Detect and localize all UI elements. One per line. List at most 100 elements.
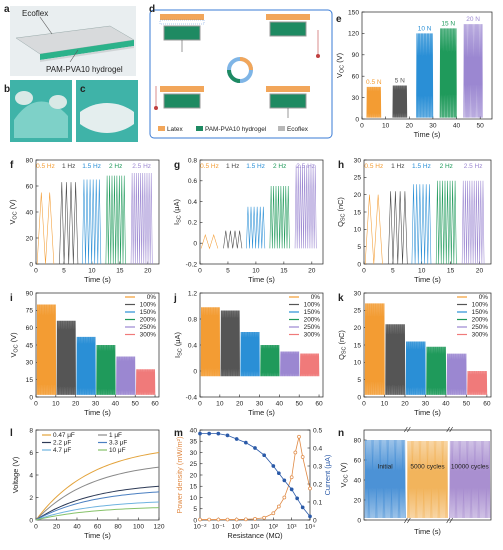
j-series-1 xyxy=(220,310,240,377)
k-xlabel: Time (s) xyxy=(414,408,441,417)
n-axis-break xyxy=(404,426,411,433)
k-ytick-label: 20 xyxy=(354,325,362,332)
k-ytick-label: 5 xyxy=(357,377,361,384)
g-segment-label: 2 Hz xyxy=(273,163,286,170)
h-segment-label: 1 Hz xyxy=(391,163,404,170)
l-series-1 xyxy=(35,466,160,521)
f-segment-label: 2.5 Hz xyxy=(132,163,151,170)
g-ytick-label: 0.8 xyxy=(188,157,197,164)
e-xtick-label: 40 xyxy=(453,123,461,130)
legend-latex-swatch xyxy=(158,126,165,131)
l-xtick-label: 60 xyxy=(94,524,102,531)
m-power-line xyxy=(200,436,311,520)
e-segment-label: 5 N xyxy=(395,77,405,84)
m-xtick-label: 10⁻¹ xyxy=(212,524,226,531)
k-xtick-label: 40 xyxy=(442,401,450,408)
j-legend-label: 300% xyxy=(304,332,321,339)
m-current-point xyxy=(289,487,294,492)
cycle-diagram xyxy=(227,57,253,83)
i-xlabel: Time (s) xyxy=(84,408,111,417)
f-xtick-label: 10 xyxy=(88,268,96,275)
h-ytick-label: 25 xyxy=(354,175,362,182)
panel-h: h 0 5 10 15 20 25 30 0 5 10 15 20 Time (s) QSC (nC) 0.5… xyxy=(336,157,492,284)
f-segment-label: 1.5 Hz xyxy=(82,163,101,170)
m-ytick-label: 0 xyxy=(313,517,317,524)
g-ylabel: ISC (μA) xyxy=(172,199,183,225)
j-ylabel: ISC (μA) xyxy=(173,332,184,358)
e-xtick-label: 50 xyxy=(477,123,485,130)
m-ytick-label: 15 xyxy=(190,484,198,491)
hydrogel-label: PAM-PVA10 hydrogel xyxy=(46,65,123,74)
n-series-2 xyxy=(449,440,491,519)
m-current-point xyxy=(295,496,300,501)
m-power-point xyxy=(243,517,248,522)
m-ytick-label: 0.5 xyxy=(313,427,322,434)
m-ytick-label: 35 xyxy=(190,439,198,446)
l-xtick-label: 100 xyxy=(133,524,144,531)
m-current-point xyxy=(243,440,248,445)
n-segment-label: 5000 cycles xyxy=(410,464,445,471)
m-ytick-label: 20 xyxy=(190,472,198,479)
e-ytick-label: 30 xyxy=(352,95,360,102)
n-series-0 xyxy=(364,439,406,519)
n-axis-break xyxy=(446,426,453,433)
panel-h-letter: h xyxy=(338,160,344,171)
j-xlabel: Time (s) xyxy=(248,408,275,417)
k-series-3 xyxy=(426,346,447,395)
n-segment-label: 10000 cycles xyxy=(451,464,490,471)
m-ytick-label: 30 xyxy=(190,450,198,457)
i-ytick-label: 75 xyxy=(26,308,34,315)
panel-b-letter: b xyxy=(4,84,10,95)
k-series-4 xyxy=(446,353,467,395)
i-series-2 xyxy=(76,336,96,395)
e-xtick-label: 30 xyxy=(429,123,437,130)
i-xtick-label: 30 xyxy=(92,401,100,408)
g-xlabel: Time (s) xyxy=(248,275,275,284)
i-series-3 xyxy=(96,344,116,395)
k-legend-label: 100% xyxy=(472,302,489,309)
panel-m-letter: m xyxy=(174,428,183,439)
panel-i: i 0 15 30 45 60 75 90 0 10 20 30 40 50 60 Time (s) VOC (… xyxy=(9,290,160,417)
h-xtick-label: 20 xyxy=(476,268,484,275)
e-ytick-label: 0 xyxy=(355,116,359,123)
l-xtick-label: 40 xyxy=(73,524,81,531)
e-series-0 xyxy=(366,86,382,118)
m-power-point xyxy=(216,517,221,522)
f-series-2 xyxy=(82,179,102,265)
panel-k-letter: k xyxy=(338,293,344,304)
ecoflex-bottom-layer xyxy=(40,46,134,62)
m-ytick-label: 0.3 xyxy=(313,463,322,470)
g-xtick-label: 15 xyxy=(280,268,288,275)
i-series-0 xyxy=(36,304,57,395)
l-xtick-label: 0 xyxy=(34,524,38,531)
i-series-5 xyxy=(135,369,156,395)
ecoflex-pointer xyxy=(39,16,53,35)
m-power-point xyxy=(253,517,257,521)
m-current-point xyxy=(225,433,230,438)
h-series-1 xyxy=(387,191,408,265)
f-ytick-label: 60 xyxy=(26,183,34,190)
h-xtick-label: 5 xyxy=(391,268,395,275)
cell-2 xyxy=(266,14,320,58)
j-legend-label: 150% xyxy=(304,309,321,316)
i-xtick-label: 40 xyxy=(112,401,120,408)
panel-b: b xyxy=(4,80,72,142)
k-legend-label: 200% xyxy=(472,317,489,324)
l-xtick-label: 80 xyxy=(114,524,122,531)
m-power-point xyxy=(262,515,267,520)
f-segment-label: 0.5 Hz xyxy=(36,163,55,170)
m-xtick-label: 10⁻² xyxy=(193,524,207,531)
finger-right xyxy=(49,95,67,109)
panel-a: a Ecoflex PAM-PVA10 hydrogel xyxy=(4,4,136,76)
i-xtick-label: 50 xyxy=(132,401,140,408)
k-ytick-label: 30 xyxy=(354,290,362,297)
l-ytick-label: 8 xyxy=(29,427,33,434)
panel-j-letter: j xyxy=(173,293,177,304)
j-series-3 xyxy=(260,344,280,377)
j-series-2 xyxy=(240,331,260,377)
m-ylabel: Power density (mW/m²) xyxy=(175,436,184,513)
twisted-film xyxy=(80,103,134,133)
j-ytick-label: 1.2 xyxy=(188,290,197,297)
e-series-4 xyxy=(463,24,483,118)
